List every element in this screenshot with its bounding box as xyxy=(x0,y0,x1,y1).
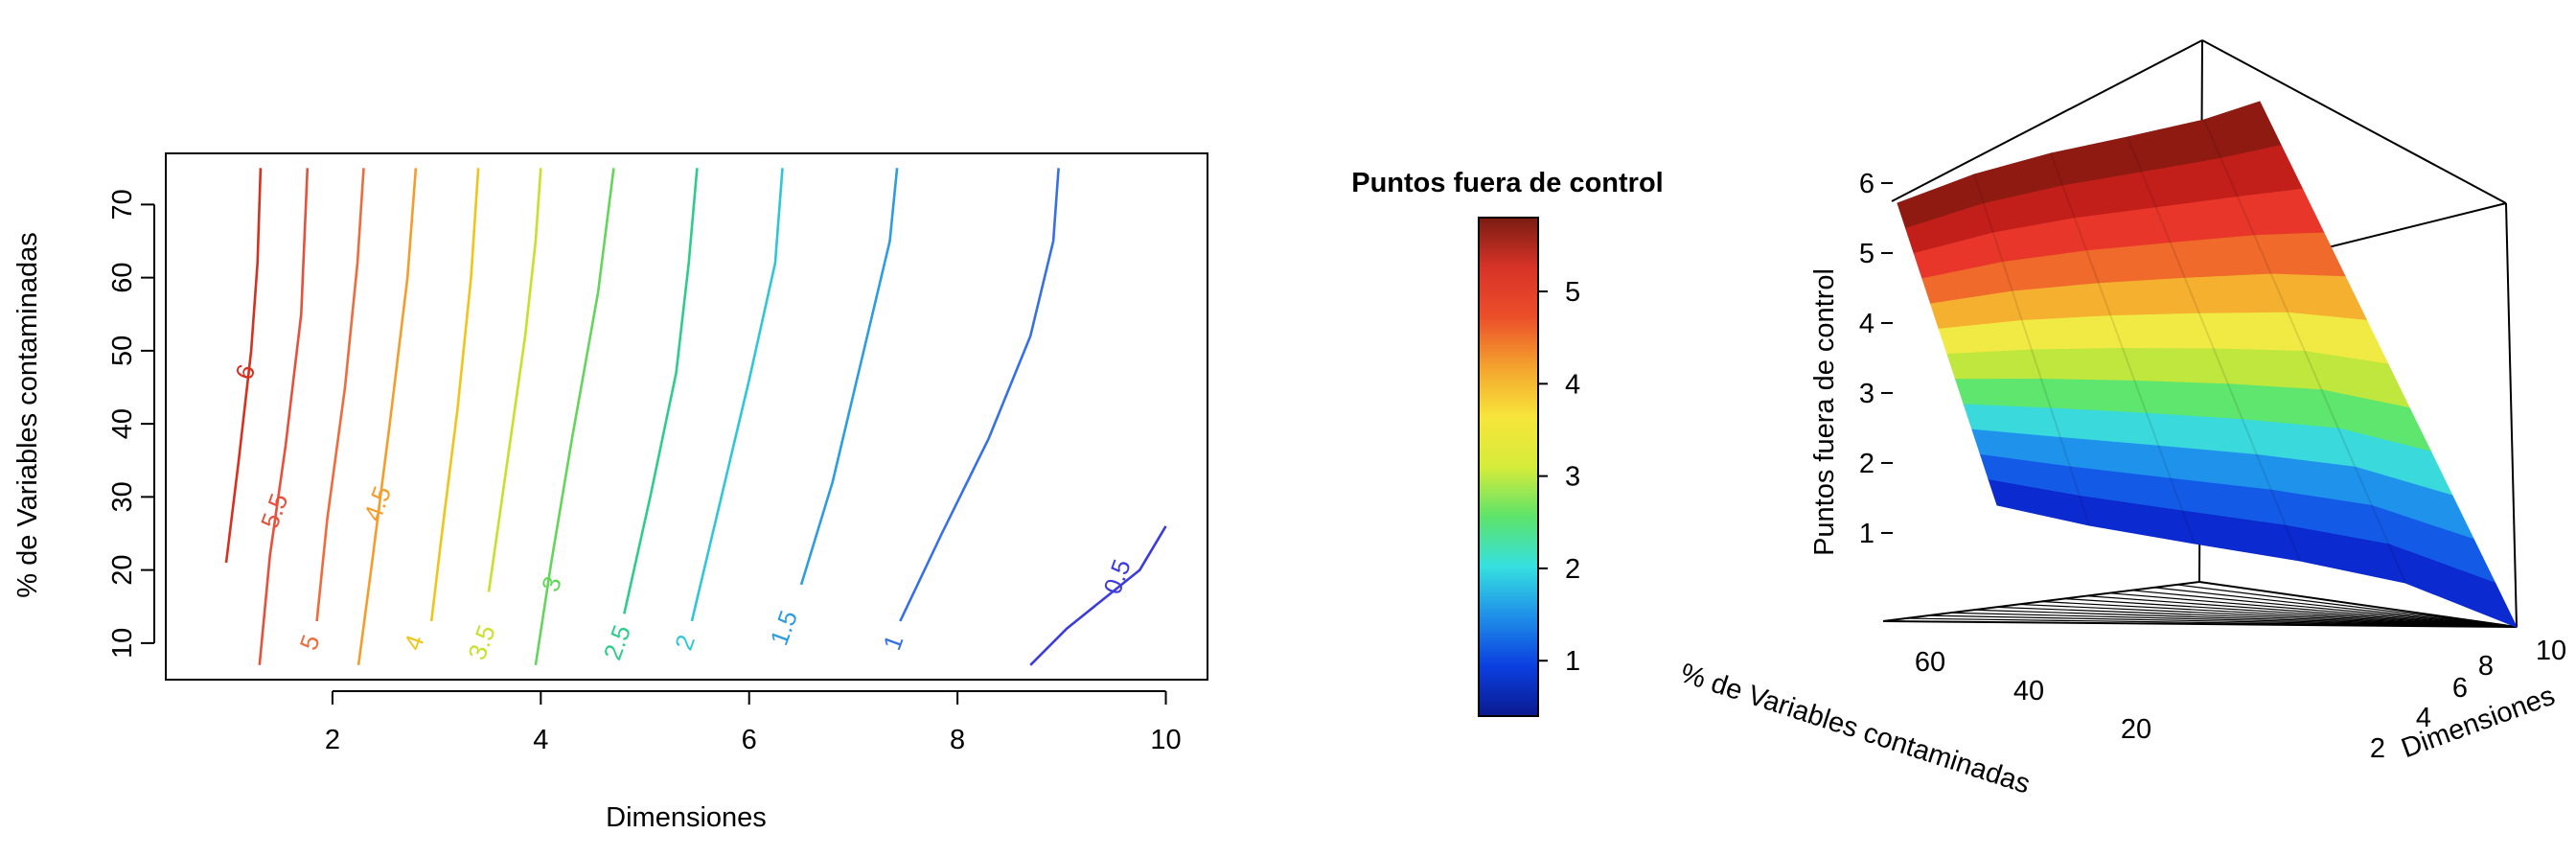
surface-floor-line xyxy=(2018,603,2518,628)
surface-y-tick-label: 60 xyxy=(1915,647,1945,678)
surface-z-tick-label: 4 xyxy=(1859,309,1874,339)
contour-x-tick-label: 8 xyxy=(950,725,965,755)
surface-z-tick-label: 1 xyxy=(1859,519,1874,549)
surface-mesh-line xyxy=(1973,174,2090,526)
surface-floor-line xyxy=(1995,606,2518,628)
surface-mesh-line xyxy=(2127,136,2301,562)
surface-floor-line xyxy=(2153,587,2518,628)
surface-x-axis: 2 468 10 xyxy=(2370,636,2566,764)
surface-x-tick-label: 6 xyxy=(2452,673,2468,704)
colorbar-ticks: 1 2 3 4 5 xyxy=(1538,277,1580,677)
surface-floor-grid xyxy=(1882,581,2518,628)
contour-line-2.5 xyxy=(623,168,699,614)
surface-mesh-line xyxy=(2203,119,2406,584)
contour-x-tick-label: 10 xyxy=(1150,725,1181,755)
surface-floor-line xyxy=(2040,600,2518,628)
surface-floor-line xyxy=(1973,609,2518,628)
surface-x-tick-label: 10 xyxy=(2536,636,2566,666)
surface-floor-line xyxy=(2131,590,2518,628)
surface-x-tick-label: 4 xyxy=(2416,703,2431,733)
contour-line-6 xyxy=(224,168,263,564)
contour-y-axis-title: % de Variables contaminadas xyxy=(12,232,43,598)
surface-floor-line xyxy=(1950,612,2518,628)
surface-floor-line xyxy=(2198,581,2518,628)
colorbar-tick-label: 3 xyxy=(1565,462,1580,493)
contour-x-tick-label: 2 xyxy=(325,725,340,755)
surface-box-edge xyxy=(1891,39,2203,202)
contour-plot: 6 5.5 5 4.5 4 3.5 3 2.5 2 1.5 1 0.5 2 4 6 8 10 10 20 30 40… xyxy=(12,152,1208,833)
contour-line-0.5 xyxy=(1029,525,1167,666)
contour-line-4 xyxy=(429,168,480,622)
colorbar-tick-label: 5 xyxy=(1565,277,1580,308)
contour-y-tick-label: 30 xyxy=(107,481,138,512)
contour-y-tick-label: 20 xyxy=(107,554,138,585)
surface-box-edge xyxy=(2505,202,2518,628)
contour-label-5.5: 5.5 xyxy=(255,490,294,532)
contour-y-axis: 10 20 30 40 50 60 70 xyxy=(107,189,155,659)
colorbar-title: Puntos fuera de control xyxy=(1351,168,1663,198)
colorbar-gradient xyxy=(1478,217,1539,717)
surface-y-tick-label: 20 xyxy=(2121,714,2151,745)
surface-floor-line xyxy=(2108,592,2518,628)
contour-lines: 6 5.5 5 4.5 4 3.5 3 2.5 2 1.5 1 0.5 xyxy=(224,168,1167,666)
surface-mesh-line xyxy=(2050,152,2196,544)
contour-label-3.5: 3.5 xyxy=(462,621,501,663)
surface-floor-line xyxy=(2086,595,2518,628)
surface-z-tick-label: 5 xyxy=(1859,239,1874,269)
surface-y-axis: 20 40 60 xyxy=(1915,647,2151,745)
contour-label-6: 6 xyxy=(229,360,261,383)
contour-x-tick-label: 6 xyxy=(742,725,757,755)
surface-z-axis-title: Puntos fuera de control xyxy=(1809,268,1840,556)
contour-y-tick-label: 60 xyxy=(107,262,138,292)
contour-label-1: 1 xyxy=(877,631,908,654)
contour-line-3 xyxy=(534,168,615,665)
contour-line-5 xyxy=(315,168,365,622)
surface-box-edge xyxy=(2201,39,2507,204)
contour-label-0.5: 0.5 xyxy=(1097,555,1137,597)
surface xyxy=(1897,101,2518,628)
contour-y-tick-label: 70 xyxy=(107,189,138,220)
surface-floor-line xyxy=(2063,597,2518,628)
contour-line-1 xyxy=(899,168,1060,622)
contour-line-3.5 xyxy=(487,168,542,592)
contour-line-4.5 xyxy=(356,168,418,665)
contour-label-2: 2 xyxy=(669,631,701,654)
surface-floor-line xyxy=(2176,584,2518,628)
contour-y-tick-label: 10 xyxy=(107,628,138,659)
contour-x-axis: 2 4 6 8 10 xyxy=(325,690,1182,755)
surface-x-tick-label: 2 xyxy=(2370,733,2385,764)
contour-label-1.5: 1.5 xyxy=(764,607,803,649)
colorbar-tick-label: 1 xyxy=(1565,646,1580,677)
colorbar-tick-label: 4 xyxy=(1565,369,1580,400)
surface-band xyxy=(1988,479,2518,628)
contour-label-2.5: 2.5 xyxy=(598,621,637,663)
surface-z-axis: 1 2 3 4 5 6 xyxy=(1859,169,1893,549)
contour-line-1.5 xyxy=(799,168,899,586)
surface-z-tick-label: 6 xyxy=(1859,169,1874,199)
contour-label-3: 3 xyxy=(536,572,567,595)
surface-y-tick-label: 40 xyxy=(2013,676,2044,706)
contour-plot-frame xyxy=(165,152,1208,681)
colorbar-tick-label: 2 xyxy=(1565,554,1580,585)
surface-x-tick-label: 8 xyxy=(2478,651,2494,682)
contour-x-tick-label: 4 xyxy=(533,725,548,755)
surface-z-tick-label: 3 xyxy=(1859,379,1874,409)
contour-label-4.5: 4.5 xyxy=(358,482,398,524)
colorbar: Puntos fuera de control 1 2 3 4 5 xyxy=(1351,168,1664,717)
contour-line-5.5 xyxy=(258,168,310,665)
contour-y-tick-label: 50 xyxy=(107,336,138,366)
contour-x-axis-title: Dimensiones xyxy=(606,802,767,833)
surface-y-axis-title: % de Variables contaminadas xyxy=(1676,658,2034,799)
contour-label-5: 5 xyxy=(294,631,326,654)
contour-label-4: 4 xyxy=(398,631,429,654)
contour-y-tick-label: 40 xyxy=(107,408,138,439)
contour-line-2 xyxy=(690,168,784,622)
surface-z-tick-label: 2 xyxy=(1859,449,1874,479)
